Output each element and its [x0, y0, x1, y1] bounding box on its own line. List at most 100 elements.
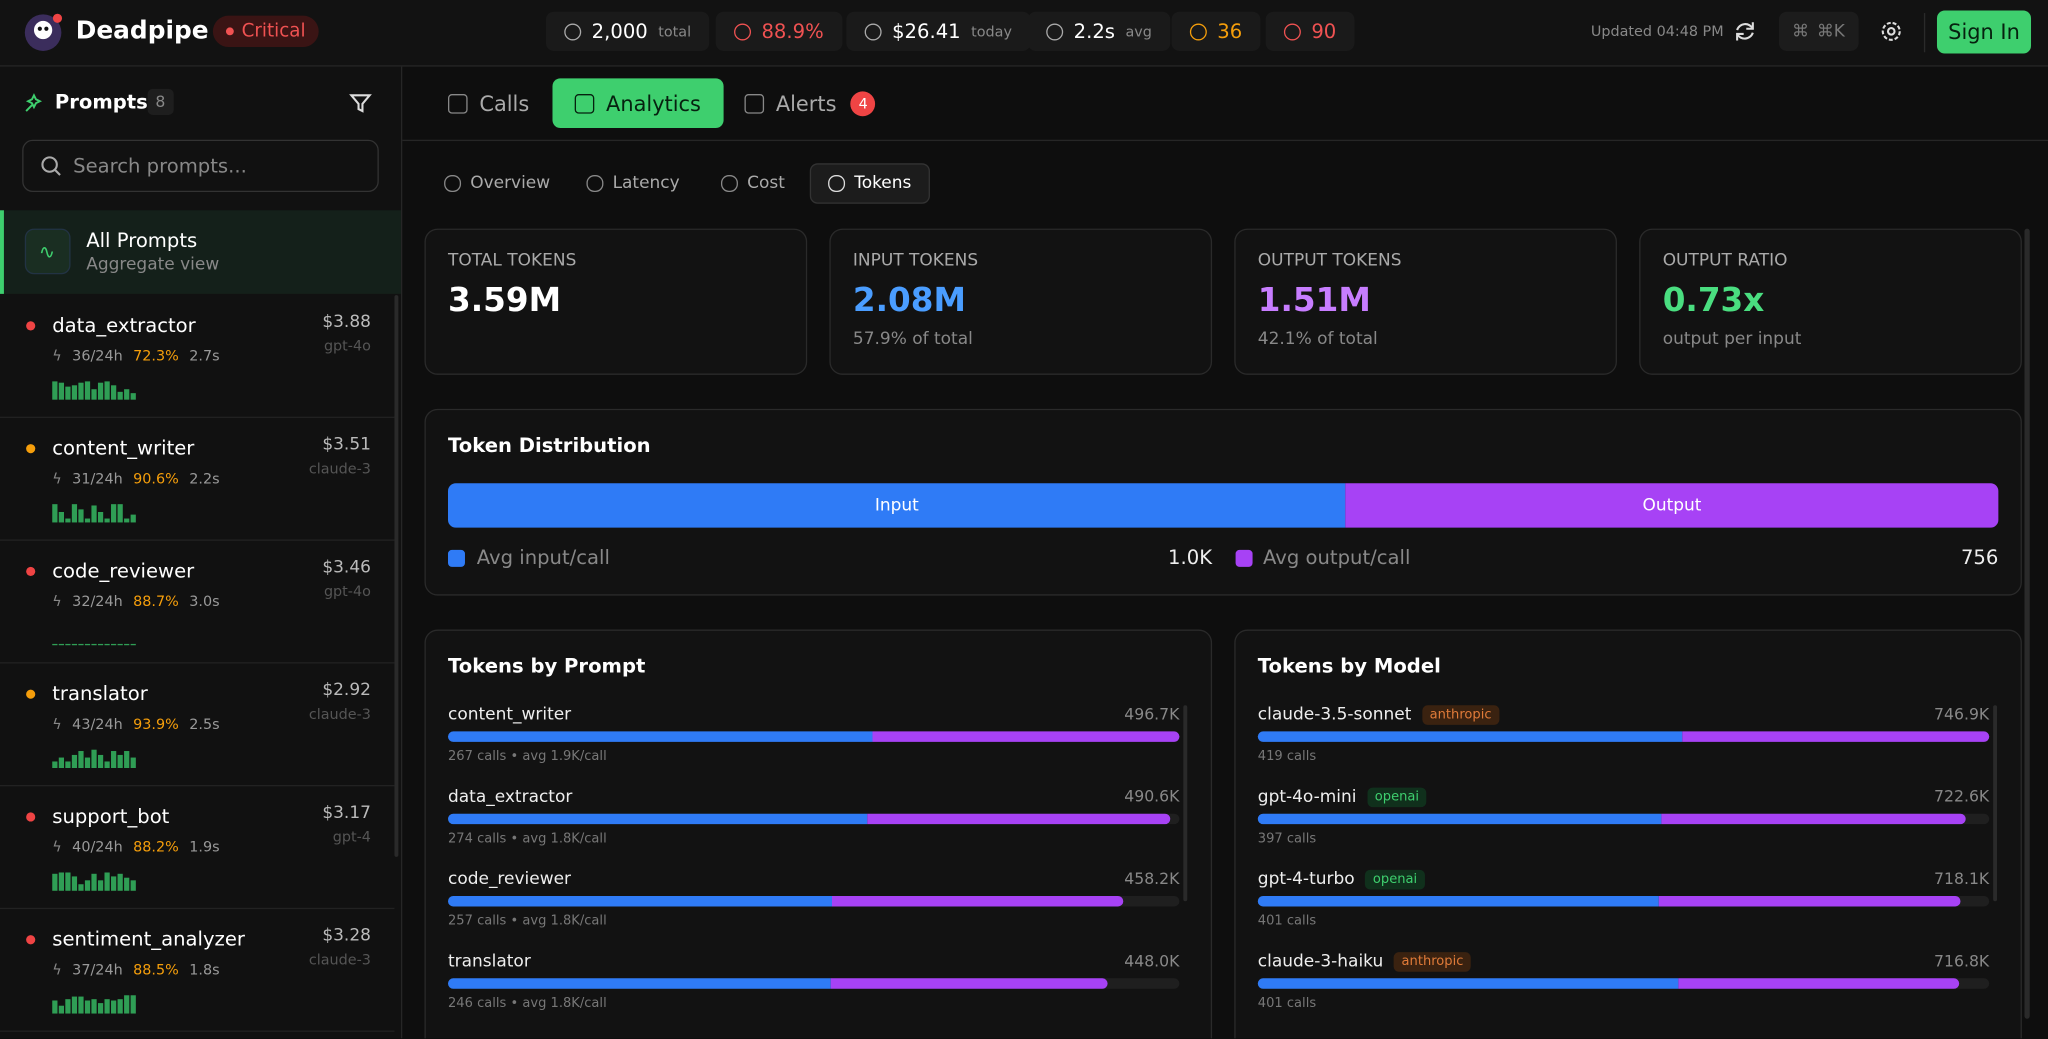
- prompt-model: claude-3: [308, 705, 371, 723]
- subtab[interactable]: Latency: [586, 163, 680, 203]
- subtab-label: Tokens: [854, 173, 912, 194]
- spark-bar: [58, 757, 64, 768]
- stat-value: 2.2s: [1073, 19, 1115, 44]
- spark-bar: [78, 643, 84, 646]
- stat-unit: today: [971, 22, 1012, 40]
- row-name: claude-3.5-sonnet anthropic: [1258, 701, 1500, 727]
- spark-bar: [78, 382, 84, 400]
- row-value: 496.7K: [1124, 705, 1180, 724]
- status-dot: [26, 566, 36, 576]
- legend-swatch: [1235, 549, 1253, 567]
- spark-bar: [124, 389, 130, 400]
- prompt-row[interactable]: [0, 664, 395, 787]
- bar-output: [832, 895, 1123, 907]
- spark-bar: [52, 380, 58, 400]
- row-label: content_writer: [447, 704, 572, 725]
- subtab-label: Latency: [612, 173, 680, 194]
- spark-bar: [71, 503, 78, 523]
- bar-input: [447, 813, 867, 825]
- spark-bar: [91, 643, 97, 646]
- subtab[interactable]: Cost: [720, 163, 785, 203]
- prompt-model: claude-3: [308, 951, 371, 969]
- bar-input: [1257, 895, 1659, 907]
- tab[interactable]: Alerts 4: [744, 78, 897, 128]
- spark-bar: [58, 871, 64, 891]
- row-label: claude-3-haiku: [1257, 951, 1384, 972]
- stat-pill: 88.9%: [715, 11, 842, 51]
- distribution-title: Token Distribution: [447, 433, 651, 458]
- row-value: 718.1K: [1934, 869, 1990, 888]
- tab-icon: [447, 93, 468, 113]
- legend-value: 756: [1960, 545, 1999, 570]
- spark-bar: [97, 880, 104, 891]
- tabs-divider: [402, 139, 2048, 142]
- spark-bar: [91, 505, 97, 523]
- prompts-icon: [25, 93, 43, 112]
- row-name: claude-3-haiku anthropic: [1257, 948, 1472, 974]
- search-box[interactable]: [22, 139, 379, 192]
- bar-output: [872, 731, 1180, 742]
- status-dot: [225, 27, 234, 36]
- bar-output: [830, 978, 1108, 989]
- all-prompts-glyph: ∿: [38, 240, 56, 264]
- tab[interactable]: Calls: [447, 78, 551, 128]
- prompt-row[interactable]: [0, 909, 395, 1032]
- breakdown-card: [1234, 629, 2022, 1039]
- row-sub: 401 calls: [1257, 914, 1317, 929]
- spark-bar: [111, 751, 117, 768]
- spark-bar: [84, 880, 91, 891]
- spark-bar: [117, 643, 123, 646]
- breakdown-title: Tokens by Prompt: [447, 654, 646, 678]
- stat-icon: [1046, 22, 1064, 40]
- provider-badge: openai: [1366, 786, 1427, 807]
- shortcut-pill[interactable]: ⌘ ⌘K: [1778, 11, 1858, 51]
- spark-bar: [104, 998, 110, 1014]
- refresh-icon[interactable]: [1733, 20, 1757, 44]
- bar-input: [447, 978, 831, 989]
- subtab[interactable]: Overview: [444, 163, 550, 203]
- stat-unit: avg: [1125, 22, 1152, 40]
- stat-value: 90: [1311, 19, 1337, 44]
- row-value: 746.9K: [1934, 705, 1990, 724]
- spark-bar: [84, 518, 91, 523]
- tab-label: Calls: [479, 90, 530, 116]
- prompt-rate: 88.7%: [133, 592, 179, 610]
- sign-in-button[interactable]: Sign In: [1936, 10, 2032, 54]
- stat-pill: 90: [1265, 11, 1355, 51]
- spark-bar: [52, 874, 58, 891]
- subtab-icon: [828, 175, 846, 192]
- card-sub: 57.9% of total: [852, 329, 973, 349]
- prompt-latency: 1.9s: [189, 837, 220, 855]
- subtab[interactable]: Tokens: [809, 163, 930, 204]
- prompt-name: support_bot: [52, 804, 170, 829]
- subtab-icon: [720, 175, 738, 192]
- prompt-row[interactable]: [0, 786, 395, 910]
- spark-bar: [124, 643, 130, 646]
- card-label: OUTPUT TOKENS: [1257, 251, 1402, 271]
- breakdown-title: Tokens by Model: [1257, 654, 1441, 678]
- prompt-row[interactable]: [0, 541, 395, 664]
- spark-bar: [111, 1000, 117, 1014]
- prompt-rate: 88.5%: [133, 960, 179, 978]
- spark-bar: [65, 518, 71, 523]
- spark-bar: [130, 880, 136, 891]
- row-sub: 246 calls • avg 1.8K/call: [447, 996, 607, 1011]
- prompt-cost: $2.92: [322, 680, 371, 701]
- prompt-row[interactable]: [0, 418, 395, 541]
- prompt-row[interactable]: [0, 295, 395, 418]
- tab[interactable]: Analytics: [552, 78, 724, 128]
- bolt-icon: ϟ: [52, 469, 62, 487]
- spark-bar: [130, 393, 136, 400]
- spark-bar: [58, 382, 64, 400]
- settings-icon[interactable]: [1880, 20, 1904, 44]
- spark-bar: [117, 391, 123, 400]
- prompt-model: claude-3: [308, 460, 371, 478]
- prompt-cost: $3.28: [322, 926, 371, 946]
- stat-card: [424, 228, 808, 375]
- bar-input: [1257, 978, 1679, 989]
- status-dot: [26, 321, 36, 331]
- spark-bar: [58, 511, 64, 523]
- filter-icon[interactable]: [349, 91, 373, 115]
- spark-bar: [71, 385, 78, 400]
- count-badge: 8: [147, 88, 174, 115]
